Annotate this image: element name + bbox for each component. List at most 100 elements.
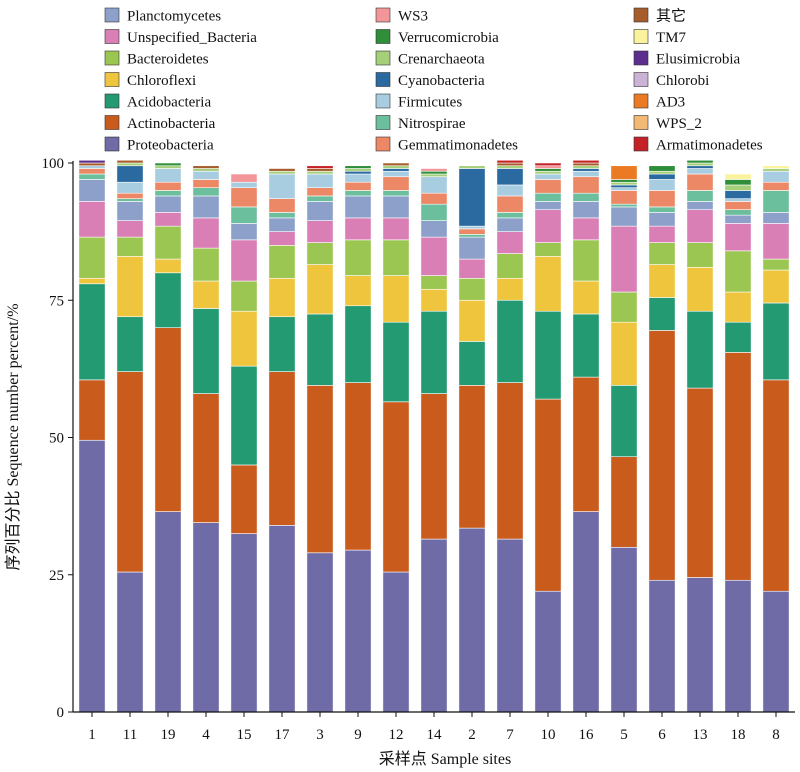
bar-segment-firmicutes [686,168,714,175]
bar-segment-bacteroidetes [496,253,524,279]
legend-label: AD3 [656,95,685,111]
bar-segment-nitrospirae [534,192,562,202]
legend-item-wps-2: WPS_2 [633,115,702,132]
bar-segment-planctomycetes [420,220,448,238]
bar-segment-actinobacteria [534,398,562,592]
bar-segment-bacteroidetes [344,239,372,276]
bar-segment-gemmatimonadetes [230,187,258,208]
bar-segment-cyanobacteria [648,173,676,180]
bar-segment-planctomycetes [154,195,182,213]
x-axis-label: 采样点 Sample sites [379,750,511,768]
bar-segment-bacteroidetes [458,277,486,301]
legend-item-proteobacteria: Proteobacteria [104,136,214,154]
bar-segment-proteobacteria [78,439,106,713]
bar-segment-nitrospirae [420,203,448,221]
bar-segment-unspecified-bacteria [686,209,714,243]
legend-label: Armatimonadetes [656,138,763,154]
bar-segment-crenarchaeota [686,162,714,167]
bar-segment-gemmatimonadetes [268,198,296,213]
bar-segment-gemmatimonadetes [382,176,410,191]
bar-segment-firmicutes [382,170,410,178]
bar-segment-crenarchaeota [420,173,448,178]
bar-segment-proteobacteria [496,538,524,713]
bar-segment-crenarchaeota [762,168,790,172]
legend-label: Gemmatimonadetes [398,138,518,154]
legend-swatch [633,136,649,152]
bar-segment-cyanobacteria [610,184,638,189]
bar-segment-unspecified-bacteria [534,209,562,243]
bar-segment-nitrospirae [344,190,372,197]
bar-segment-chloroflexi [762,269,790,304]
bar-site-14 [420,168,448,713]
bar-segment-actinobacteria [458,385,486,529]
bar-segment-proteobacteria [534,590,562,713]
bar-segment-bacteroidetes [116,236,144,257]
bar-site-9 [344,165,372,713]
bar-segment-verrucomicrobia [534,168,562,172]
legend-label: WPS_2 [656,116,702,132]
bar-segment-acidobacteria [306,313,334,386]
legend-label: Actinobacteria [127,116,216,132]
bar-segment-armatimonadetes [496,159,524,164]
x-ticks: 1 11 19 4 15 17 3 9 12 14 2 7 10 16 5 6 13 18 8 [88,712,780,743]
bar-segment-firmicutes [344,173,372,183]
x-tick-label: 1 [88,727,96,743]
bar-segment-gemmatimonadetes [534,179,562,194]
bar-segment-cyanobacteria [724,190,752,199]
bar-segment-cyanobacteria [382,168,410,172]
bar-segment-firmicutes [572,170,600,178]
bar-segment-verrucomicrobia [344,165,372,169]
bar-segment-planctomycetes [192,195,220,219]
bar-segment-planctomycetes [268,217,296,232]
bar-site-3 [306,165,334,713]
legend-label: Bacteroidetes [127,52,209,68]
bar-segment-planctomycetes [116,201,144,221]
bar-segment-other [116,159,144,164]
legend-item-elusimicrobia: Elusimicrobia [633,50,740,68]
x-tick-label: 4 [202,727,210,743]
bar-segment-proteobacteria [686,577,714,713]
bar-segment-unspecified-bacteria [154,212,182,227]
legend-swatch [375,50,391,66]
legend-label: Nitrospirae [398,116,466,132]
legend-item-chloroflexi: Chloroflexi [104,72,196,89]
bar-site-17 [268,168,296,713]
legend-item-armatimonadetes: Armatimonadetes [633,136,763,154]
bar-segment-planctomycetes [382,195,410,219]
bar-segment-planctomycetes [306,201,334,221]
bar-segment-firmicutes [306,173,334,189]
bar-segment-verrucomicrobia [724,179,752,186]
bar-segment-bacteroidetes [230,280,258,312]
bar-segment-cyanobacteria [572,168,600,172]
bar-segment-unspecified-bacteria [306,220,334,243]
bar-segment-unspecified-bacteria [230,239,258,282]
bar-segment-crenarchaeota [610,181,638,186]
bar-segment-nitrospirae [686,190,714,202]
bar-segment-bacteroidetes [724,250,752,293]
x-tick-label: 8 [772,727,780,743]
legend-swatch [633,7,649,23]
bar-segment-gemmatimonadetes [648,190,676,208]
bar-segment-chloroflexi [458,299,486,342]
y-tick-label: 100 [42,156,65,172]
bar-segment-bacteroidetes [382,239,410,276]
x-tick-label: 19 [161,727,176,743]
bar-segment-bacteroidetes [686,242,714,268]
y-tick-label: 50 [49,431,64,447]
bar-segment-actinobacteria [192,393,220,523]
bar-segment-tm7 [762,165,790,169]
x-tick-label: 15 [237,727,252,743]
bar-segment-bacteroidetes [192,247,220,282]
legend-swatch [375,7,391,23]
bar-segment-gemmatimonadetes [572,176,600,194]
legend-item-firmicutes: Firmicutes [375,93,462,111]
bar-segment-verrucomicrobia [610,179,638,183]
bar-segment-proteobacteria [230,533,258,713]
legend-swatch [104,93,120,109]
x-tick-label: 12 [389,727,404,743]
bar-segment-nitrospirae [78,173,106,180]
bar-segment-chloroflexi [686,267,714,312]
bar-segment-actinobacteria [648,330,676,581]
bar-segment-unspecified-bacteria [382,217,410,241]
legend-item-verrucomicrobia: Verrucomicrobia [375,29,499,46]
